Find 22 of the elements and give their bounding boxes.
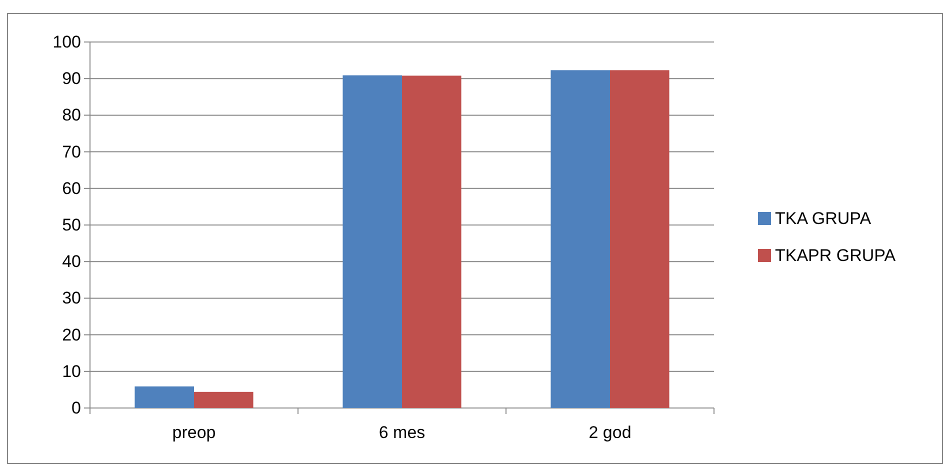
y-tick-label: 40 — [62, 252, 81, 272]
y-tick-label: 90 — [62, 69, 81, 88]
y-tick-label: 50 — [62, 215, 81, 234]
y-tick-label: 0 — [72, 398, 81, 418]
x-tick-label: 6 mes — [378, 423, 426, 442]
y-tick-label: 100 — [52, 32, 81, 52]
y-tick-label: 20 — [62, 325, 81, 344]
y-tick-label: 80 — [62, 106, 81, 125]
legend-label: TKA GRUPA — [775, 208, 872, 228]
y-tick-label: 60 — [62, 178, 81, 198]
bar — [610, 70, 670, 408]
bar — [550, 70, 610, 408]
x-tick-label: 2 god — [588, 423, 632, 442]
y-tick-label: 30 — [62, 288, 81, 308]
legend-label: TKAPR GRUPA — [775, 246, 896, 265]
bar — [134, 386, 194, 408]
y-tick-label: 70 — [62, 142, 81, 162]
bar — [342, 75, 402, 408]
x-tick-label: preop — [172, 423, 216, 442]
bar — [402, 76, 462, 408]
y-tick-label: 10 — [62, 362, 81, 381]
bar — [194, 392, 254, 408]
